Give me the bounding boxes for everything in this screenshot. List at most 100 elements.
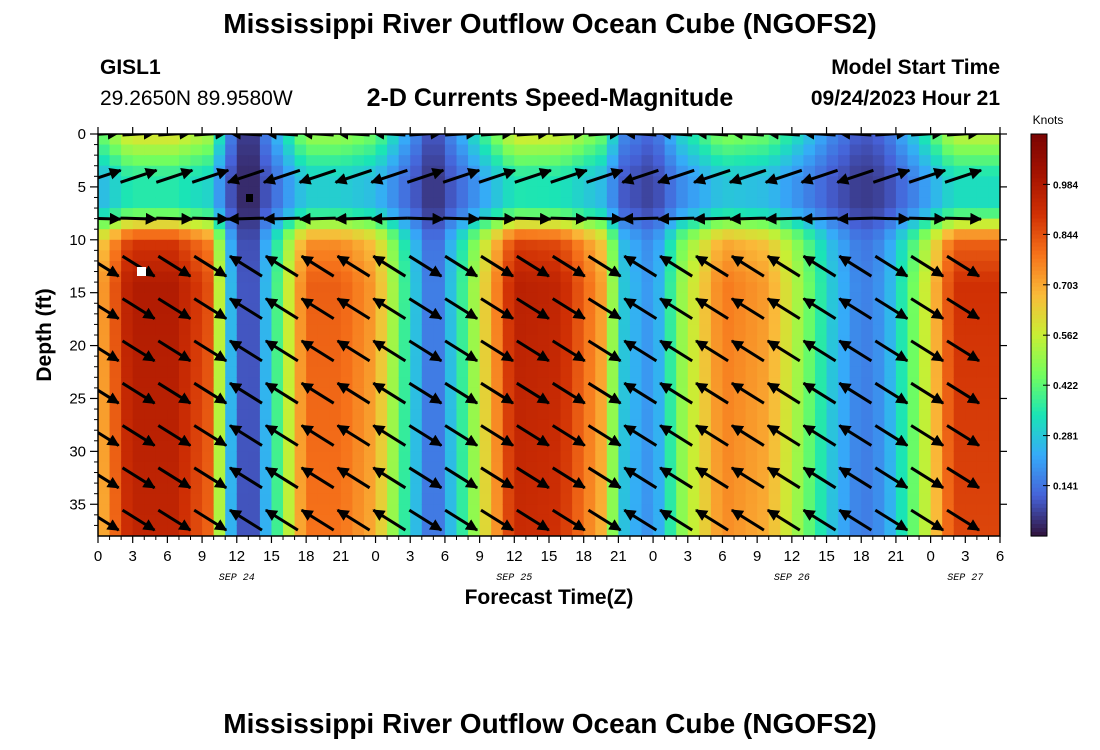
heatmap-cell xyxy=(942,313,955,326)
heatmap-cell xyxy=(583,440,596,452)
heatmap-cell xyxy=(930,398,943,410)
heatmap-cell xyxy=(629,197,643,209)
heatmap-cell xyxy=(387,345,400,357)
heatmap-cell xyxy=(919,155,932,167)
heatmap-cell xyxy=(791,208,805,220)
colorbar-segment xyxy=(1031,475,1047,481)
heatmap-cell xyxy=(757,461,770,474)
heatmap-cell xyxy=(491,356,504,368)
heatmap-cell xyxy=(976,165,990,177)
heatmap-cell xyxy=(930,504,943,516)
heatmap-cell xyxy=(329,260,342,273)
heatmap-cell xyxy=(988,472,1000,484)
heatmap-cell xyxy=(479,483,492,495)
heatmap-cell xyxy=(491,504,504,516)
heatmap-cell xyxy=(595,229,608,241)
colorbar-segment xyxy=(1031,447,1047,453)
colorbar-tick-label: 0.844 xyxy=(1053,230,1078,241)
plot-markers xyxy=(137,194,253,276)
colorbar-segment xyxy=(1031,230,1047,236)
heatmap-cell xyxy=(976,324,990,336)
heatmap-cell xyxy=(560,144,573,156)
heatmap-cell xyxy=(907,292,920,304)
heatmap-cell xyxy=(213,250,226,262)
colorbar-segment xyxy=(1031,146,1047,151)
colorbar-segment xyxy=(1031,278,1047,284)
heatmap-cell xyxy=(433,377,446,389)
heatmap-cell xyxy=(838,525,851,536)
heatmap-cell xyxy=(502,282,515,294)
heatmap-cell xyxy=(491,239,504,251)
heatmap-cell xyxy=(410,292,423,304)
heatmap-cell xyxy=(791,229,805,241)
heatmap-cell xyxy=(387,250,400,262)
heatmap-cell xyxy=(121,260,134,273)
heatmap-cell xyxy=(884,176,897,188)
current-vector xyxy=(836,168,874,185)
heatmap-cell xyxy=(849,218,862,230)
heatmap-cell xyxy=(375,356,388,368)
heatmap-cell xyxy=(155,514,168,527)
heatmap-cell xyxy=(317,419,330,431)
heatmap-cell xyxy=(329,514,342,527)
heatmap-cell xyxy=(468,229,481,241)
heatmap-cell xyxy=(560,461,573,474)
heatmap-cell xyxy=(491,324,504,336)
heatmap-cell xyxy=(826,440,839,452)
heatmap-cell xyxy=(98,409,111,421)
heatmap-cell xyxy=(213,366,226,378)
current-vector xyxy=(695,424,729,447)
heatmap-cell xyxy=(560,366,573,378)
heatmap-cell xyxy=(479,504,492,516)
heatmap-cell xyxy=(849,176,862,188)
heatmap-cell xyxy=(930,356,943,368)
heatmap-cell xyxy=(433,366,446,378)
heatmap-cell xyxy=(190,514,203,527)
heatmap-cell xyxy=(514,440,527,452)
heatmap-cell xyxy=(595,335,608,347)
heatmap-cell xyxy=(387,208,400,220)
heatmap-cell xyxy=(606,250,619,262)
heatmap-cell xyxy=(155,525,168,536)
heatmap-cell xyxy=(352,504,365,516)
heatmap-cell xyxy=(814,324,828,336)
heatmap-cell xyxy=(549,155,562,167)
heatmap-cell xyxy=(942,430,955,442)
heatmap-cell xyxy=(444,282,458,294)
heatmap-cell xyxy=(791,377,805,389)
heatmap-cell xyxy=(410,451,423,463)
current-vector xyxy=(480,381,515,405)
heatmap-cell xyxy=(213,229,226,241)
heatmap-cell xyxy=(190,134,203,146)
heatmap-cell xyxy=(491,440,504,452)
heatmap-cell xyxy=(641,208,654,220)
heatmap-cell xyxy=(98,398,111,410)
heatmap-cell xyxy=(710,504,724,516)
heatmap-cell xyxy=(155,271,168,283)
heatmap-cell xyxy=(225,430,238,442)
heatmap-cell xyxy=(699,409,712,421)
heatmap-cell xyxy=(884,398,897,410)
heatmap-cell xyxy=(213,451,226,463)
current-vector xyxy=(623,381,658,405)
heatmap-cell xyxy=(421,440,434,452)
heatmap-cell xyxy=(525,229,539,241)
current-vector xyxy=(372,381,407,405)
heatmap-cell xyxy=(283,387,296,400)
heatmap-cell xyxy=(387,366,400,378)
heatmap-cell xyxy=(444,525,458,536)
heatmap-cell xyxy=(271,483,284,495)
heatmap-cell xyxy=(942,409,955,421)
current-vector xyxy=(516,297,550,320)
heatmap-cell xyxy=(329,398,342,410)
heatmap-cell xyxy=(976,356,990,368)
heatmap-cell xyxy=(745,440,758,452)
heatmap-cell xyxy=(178,292,192,304)
heatmap-cell xyxy=(121,165,134,177)
heatmap-cell xyxy=(676,239,689,251)
heatmap-cell xyxy=(953,398,966,410)
heatmap-cell xyxy=(410,250,423,262)
current-vector xyxy=(264,466,299,490)
heatmap-cell xyxy=(768,366,781,378)
heatmap-cell xyxy=(502,313,515,326)
